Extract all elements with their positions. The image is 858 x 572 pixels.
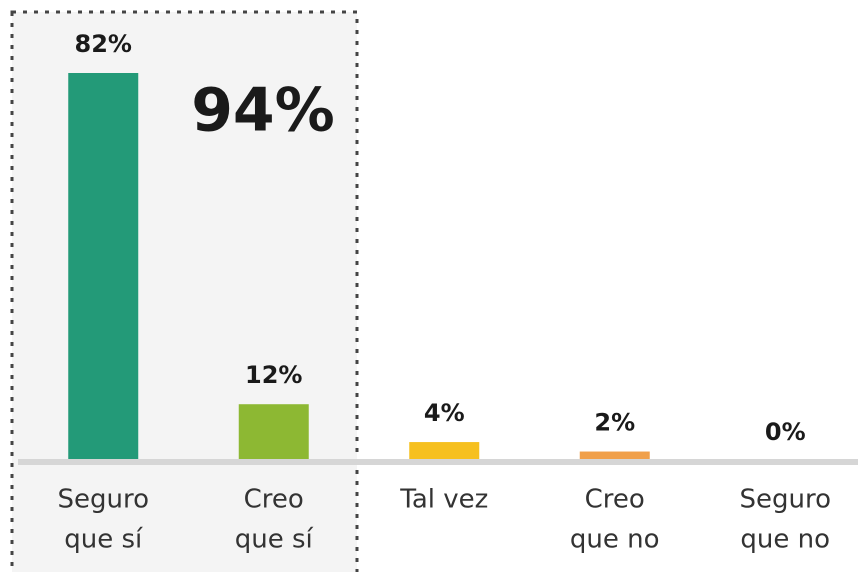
x-tick-label: que sí (64, 525, 143, 555)
bar (579, 451, 650, 461)
bar (409, 442, 480, 461)
value-label: 0% (765, 418, 806, 446)
value-label: 2% (594, 409, 635, 437)
value-label: 4% (424, 399, 465, 427)
x-tick-label: Creo (244, 485, 304, 515)
value-label: 82% (75, 30, 132, 58)
x-tick-label: Seguro (739, 485, 831, 515)
x-tick-label: Creo (585, 485, 645, 515)
x-tick-label: Tal vez (399, 485, 488, 515)
x-tick-label: que no (570, 525, 660, 555)
bar (238, 404, 309, 461)
value-label: 12% (245, 361, 302, 389)
annotation: 94% (191, 76, 335, 146)
bar (68, 73, 139, 461)
x-tick-label: que sí (235, 525, 314, 555)
x-tick-label: que no (740, 525, 830, 555)
x-tick-label: Seguro (57, 485, 149, 515)
